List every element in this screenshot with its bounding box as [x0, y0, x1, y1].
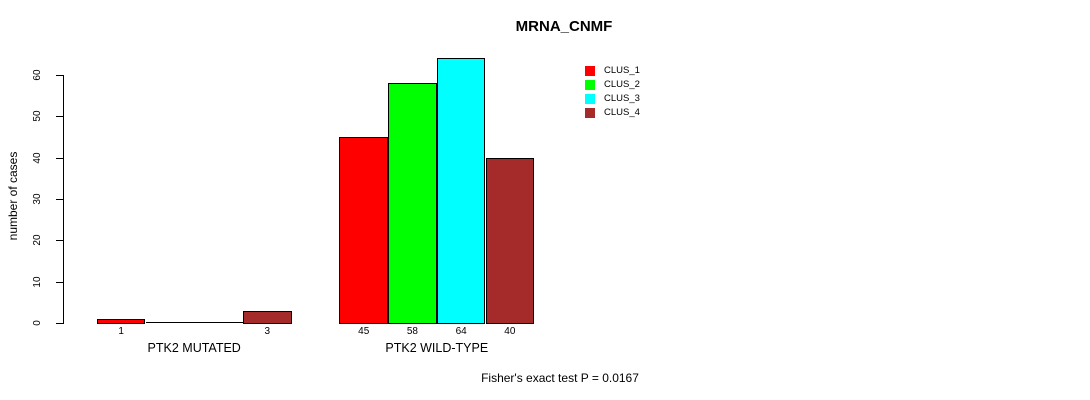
legend-label: CLUS_4: [604, 107, 640, 118]
legend-swatch-icon: [585, 108, 595, 118]
legend-swatch-icon: [585, 80, 595, 90]
y-axis-tick: [56, 281, 63, 283]
y-axis-tick-label: 40: [32, 152, 43, 164]
caption: Fisher's exact test P = 0.0167: [481, 371, 639, 385]
bar-value-label: 3: [264, 326, 271, 337]
bar-CLUS_4-1: [242, 310, 292, 324]
bar-value-label: 40: [504, 326, 516, 337]
chart-title: MRNA_CNMF: [515, 18, 613, 35]
y-axis-tick: [56, 116, 63, 118]
legend-label: CLUS_3: [604, 93, 640, 104]
group-label: PTK2 WILD-TYPE: [385, 341, 489, 355]
y-axis-line: [63, 75, 64, 324]
zero-bar-CLUS_3-1: [194, 322, 243, 323]
legend-swatch-icon: [585, 94, 595, 104]
legend-label: CLUS_1: [604, 65, 640, 76]
bar-CLUS_3-2: [436, 58, 486, 324]
bar-value-label: 64: [455, 326, 467, 337]
legend-label: CLUS_2: [604, 79, 640, 90]
y-axis-tick-label: 50: [32, 110, 43, 122]
bar-CLUS_4-2: [485, 157, 535, 324]
bar-CLUS_1-1: [96, 318, 146, 324]
y-axis-tick-label: 20: [32, 234, 43, 246]
legend-row-CLUS_3: CLUS_3: [585, 92, 640, 106]
y-axis-tick: [56, 199, 63, 200]
y-axis-tick-label: 30: [32, 193, 43, 205]
bar-value-label: 1: [118, 326, 124, 337]
y-axis-tick: [56, 75, 63, 76]
y-axis-tick: [56, 240, 63, 242]
legend-row-CLUS_4: CLUS_4: [585, 106, 640, 120]
legend-row-CLUS_1: CLUS_1: [585, 64, 640, 78]
legend-swatch-icon: [585, 66, 595, 76]
y-axis-tick: [56, 157, 63, 159]
y-axis-tick: [56, 323, 63, 324]
bar-value-label: 45: [358, 326, 370, 337]
zero-bar-CLUS_2-1: [145, 322, 195, 323]
bar-CLUS_1-2: [339, 137, 389, 324]
bar-value-label: 58: [406, 326, 418, 337]
group-label: PTK2 MUTATED: [147, 341, 241, 355]
legend: CLUS_1 CLUS_2 CLUS_3 CLUS_4: [585, 64, 640, 120]
bar-CLUS_2-2: [388, 83, 437, 324]
y-axis-tick-label: 0: [32, 320, 43, 326]
y-axis-tick-label: 60: [32, 69, 43, 81]
legend-row-CLUS_2: CLUS_2: [585, 78, 640, 92]
y-axis-tick-label: 10: [32, 276, 43, 288]
